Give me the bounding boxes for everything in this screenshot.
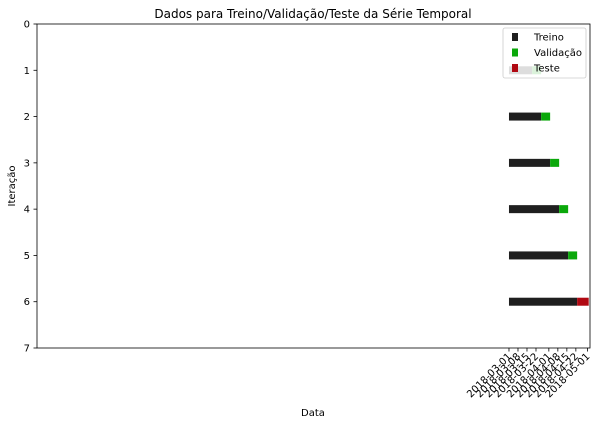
legend-frame [502,27,587,79]
y-axis: 0 1 2 3 4 5 6 7 [24,20,37,355]
y-tick-label: 1 [24,66,30,77]
y-axis-label: Iteração [7,165,18,206]
y-tick-label: 0 [24,20,30,31]
bars-layer [508,66,589,306]
y-tick-label: 7 [24,344,30,355]
bar-teste-iteration-6 [577,297,589,306]
bar-treino-iteration-2 [508,112,542,121]
y-tick-label: 5 [24,251,30,262]
bar-valida-o-iteration-4 [559,205,569,214]
legend: Treino Validação Teste [502,27,587,79]
bar-valida-o-iteration-3 [550,158,560,167]
bar-treino-iteration-6 [508,297,578,306]
bar-treino-iteration-5 [508,251,569,260]
bar-valida-o-iteration-2 [541,112,551,121]
bar-treino-iteration-3 [508,158,551,167]
legend-swatch-teste [512,64,518,72]
legend-swatch-valida-o [512,48,518,57]
y-tick-label: 3 [24,158,30,169]
y-tick-label: 2 [24,112,30,123]
legend-label: Treino [533,33,564,44]
legend-swatch-treino [512,33,518,41]
bar-treino-iteration-4 [508,205,560,214]
plot-frame [36,23,591,349]
y-tick-label: 6 [24,297,30,308]
x-axis-label: Data [301,408,325,419]
legend-label: Teste [533,64,560,75]
y-tick-label: 4 [24,205,30,216]
chart-title: Dados para Treino/Validação/Teste da Sér… [154,7,471,21]
bar-valida-o-iteration-5 [568,251,578,260]
legend-label: Validação [534,48,582,59]
x-axis: 2018-03-012018-03-082018-03-152018-03-22… [465,348,593,400]
